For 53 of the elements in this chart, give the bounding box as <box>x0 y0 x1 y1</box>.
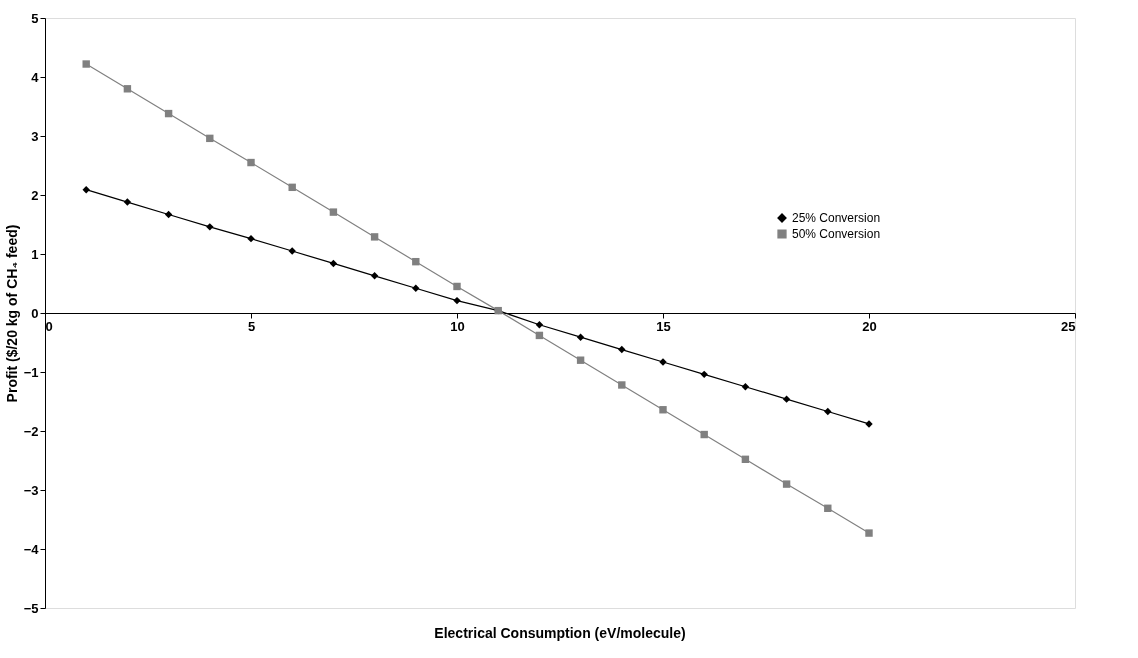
point <box>741 383 750 391</box>
point <box>123 198 132 206</box>
x-tick-label: 20 <box>862 318 877 334</box>
x-tick-label: 5 <box>247 318 256 334</box>
point <box>247 158 255 167</box>
point <box>288 183 296 192</box>
point <box>453 296 461 305</box>
point <box>206 223 214 231</box>
point <box>329 208 338 216</box>
point <box>370 233 379 241</box>
point <box>82 185 90 194</box>
x-axis-title: Electrical Consumption (eV/molecule) <box>434 625 686 641</box>
x-tick-label: 10 <box>450 318 465 334</box>
point <box>164 210 173 219</box>
point <box>659 406 667 414</box>
y-tick-label: −4 <box>23 541 40 557</box>
y-tick-label: −3 <box>23 482 39 498</box>
y-tick-label: 3 <box>31 128 39 144</box>
point <box>412 284 420 292</box>
point <box>329 259 338 268</box>
point <box>700 430 708 439</box>
point <box>618 345 626 354</box>
point <box>535 321 544 329</box>
y-tick-label: 5 <box>31 10 39 26</box>
point <box>82 60 90 68</box>
point <box>824 504 832 512</box>
point <box>824 407 832 416</box>
point <box>206 134 214 143</box>
point <box>782 480 791 488</box>
point <box>700 370 708 379</box>
point <box>370 272 379 280</box>
y-tick-label: 0 <box>31 305 39 321</box>
point <box>782 395 791 403</box>
y-axis-title: Profit ($/20 kg of CH₄ feed) <box>3 224 20 403</box>
legend-label: 25% Conversion <box>792 211 881 225</box>
x-tick-label: 15 <box>656 318 671 334</box>
y-tick-label: 4 <box>31 69 40 85</box>
legend-label: 50% Conversion <box>792 227 881 241</box>
y-tick-label: −2 <box>23 423 39 439</box>
point <box>865 529 873 537</box>
y-tick-label: 2 <box>31 187 39 203</box>
point <box>618 381 626 389</box>
point <box>576 333 585 341</box>
point <box>412 257 420 266</box>
point <box>576 356 585 364</box>
x-tick-label: 0 <box>45 318 53 334</box>
y-tick-label: −5 <box>23 600 39 616</box>
y-tick-label: 1 <box>31 246 39 262</box>
point <box>123 85 132 93</box>
y-tick-label: −1 <box>23 364 39 380</box>
x-tick-label: 25 <box>1061 318 1076 334</box>
point <box>453 282 461 291</box>
point <box>247 234 255 243</box>
